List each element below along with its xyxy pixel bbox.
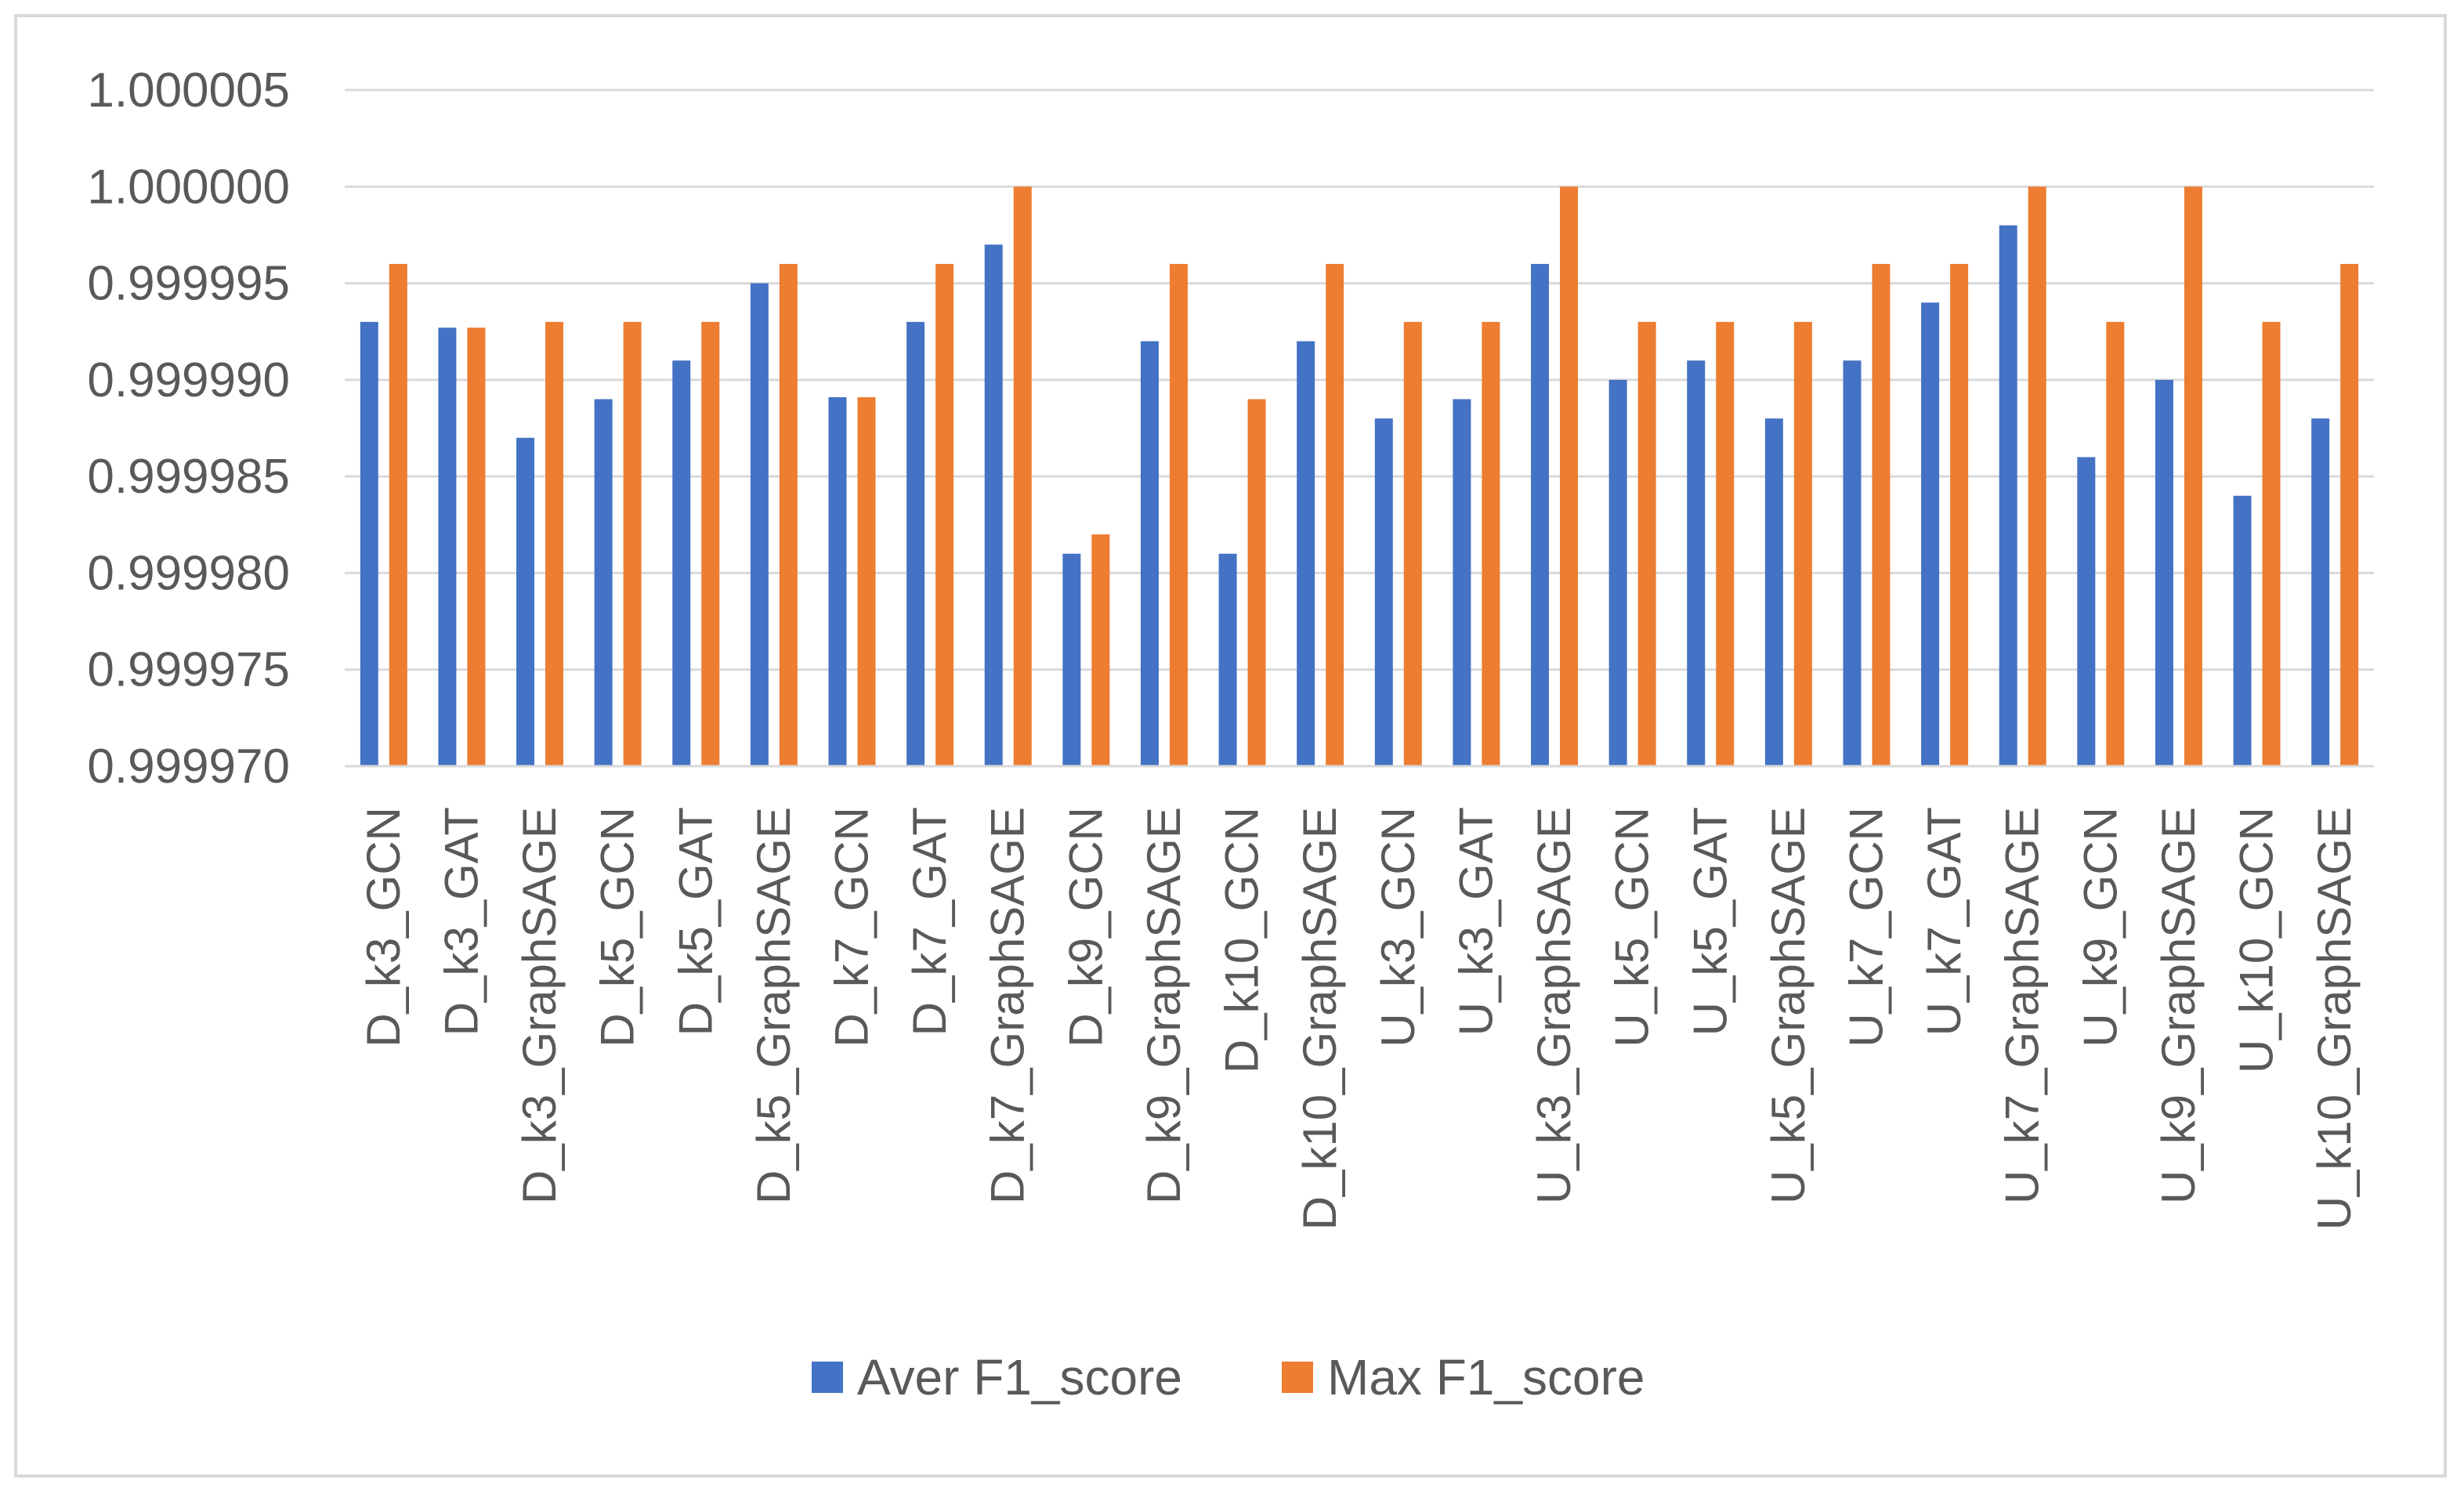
x-category-label: U_k5_GAT xyxy=(1684,807,1736,1036)
bar-aver-f1-score xyxy=(1453,399,1471,766)
x-category-label: U_k10_GraphSAGE xyxy=(2308,807,2361,1230)
bar-aver-f1-score xyxy=(1999,225,2017,767)
bar-aver-f1-score xyxy=(672,360,691,766)
y-tick-label: 0.999975 xyxy=(87,643,290,697)
y-tick-label: 0.999995 xyxy=(87,257,290,311)
bar-max-f1-score xyxy=(2106,321,2125,766)
bar-aver-f1-score xyxy=(1843,360,1862,766)
y-tick-label: 0.999990 xyxy=(87,353,290,407)
x-category-label: D_k7_GAT xyxy=(903,807,956,1036)
bar-aver-f1-score xyxy=(828,397,847,766)
bar-max-f1-score xyxy=(1716,321,1735,766)
x-category-label: D_k9_GCN xyxy=(1059,807,1112,1047)
bar-max-f1-score xyxy=(1326,263,1344,766)
y-axis-tick-labels: 0.999970 0.999975 0.999980 0.999985 0.999990… xyxy=(87,63,290,794)
x-axis-category-labels: D_k3_GCN D_k3_GAT D_k3_GraphSAGE D_k5_GCN D_… xyxy=(357,807,2361,1230)
bar-max-f1-score xyxy=(1637,321,1656,766)
bar-aver-f1-score xyxy=(1608,379,1627,766)
bar-max-f1-score xyxy=(1560,186,1579,767)
x-category-label: D_k9_GraphSAGE xyxy=(1138,807,1190,1204)
bar-aver-f1-score xyxy=(1218,553,1237,766)
bar-max-f1-score xyxy=(545,321,564,766)
bar-aver-f1-score xyxy=(516,437,535,766)
bar-aver-f1-score xyxy=(1297,341,1315,766)
bar-aver-f1-score xyxy=(984,244,1003,766)
bar-max-f1-score xyxy=(1169,263,1188,766)
bar-max-f1-score xyxy=(1247,399,1266,766)
bar-max-f1-score xyxy=(623,321,642,766)
x-category-label: U_k10_GCN xyxy=(2231,807,2283,1073)
bar-aver-f1-score xyxy=(1687,360,1706,766)
legend: Aver F1_score Max F1_score xyxy=(812,1349,1644,1405)
bar-aver-f1-score xyxy=(750,283,769,767)
x-category-label: D_k7_GraphSAGE xyxy=(982,807,1034,1204)
bar-aver-f1-score xyxy=(594,399,613,766)
bar-max-f1-score xyxy=(1872,263,1891,766)
bar-aver-f1-score xyxy=(1531,263,1550,766)
x-category-label: U_k3_GAT xyxy=(1449,807,1502,1036)
bar-max-f1-score xyxy=(701,321,720,766)
x-category-label: U_k9_GCN xyxy=(2074,807,2126,1047)
bar-max-f1-score xyxy=(1013,186,1032,767)
bar-max-f1-score xyxy=(2184,186,2202,767)
bar-max-f1-score xyxy=(2262,321,2281,766)
x-category-label: U_k3_GraphSAGE xyxy=(1528,807,1580,1204)
bar-max-f1-score xyxy=(857,397,876,766)
y-tick-label: 0.999985 xyxy=(87,450,290,504)
legend-swatch-max-f1-score xyxy=(1282,1362,1313,1393)
bar-max-f1-score xyxy=(1482,321,1500,766)
x-category-label: D_k10_GraphSAGE xyxy=(1294,807,1346,1230)
x-category-label: D_k3_GAT xyxy=(435,807,487,1036)
x-category-label: U_k7_GCN xyxy=(1840,807,1893,1047)
bar-aver-f1-score xyxy=(2155,379,2173,766)
bar-aver-f1-score xyxy=(906,321,925,766)
bar-aver-f1-score xyxy=(2233,495,2252,766)
bar-max-f1-score xyxy=(1403,321,1422,766)
bar-max-f1-score xyxy=(1091,534,1110,766)
bars xyxy=(360,186,2359,767)
bar-max-f1-score xyxy=(2340,263,2359,766)
legend-label-max-f1-score: Max F1_score xyxy=(1327,1349,1644,1405)
legend-label-aver-f1-score: Aver F1_score xyxy=(857,1349,1182,1405)
y-tick-label: 1.000000 xyxy=(87,160,290,214)
x-category-label: U_k3_GCN xyxy=(1372,807,1424,1047)
y-tick-label: 0.999980 xyxy=(87,546,290,600)
x-category-label: D_k5_GraphSAGE xyxy=(747,807,800,1204)
bar-aver-f1-score xyxy=(1921,302,1940,766)
x-category-label: D_k5_GAT xyxy=(669,807,722,1036)
bar-aver-f1-score xyxy=(1374,418,1393,766)
x-category-label: U_k5_GCN xyxy=(1606,807,1659,1047)
bar-aver-f1-score xyxy=(438,327,457,767)
bar-max-f1-score xyxy=(389,263,407,766)
x-category-label: U_k5_GraphSAGE xyxy=(1762,807,1815,1204)
bar-max-f1-score xyxy=(935,263,954,766)
bar-aver-f1-score xyxy=(1140,341,1159,766)
bar-aver-f1-score xyxy=(1764,418,1783,766)
bar-aver-f1-score xyxy=(2077,457,2096,766)
bar-max-f1-score xyxy=(2028,186,2046,767)
x-category-label: U_k9_GraphSAGE xyxy=(2152,807,2205,1204)
x-category-label: U_k7_GraphSAGE xyxy=(1996,807,2049,1204)
x-category-label: D_k10_GCN xyxy=(1216,807,1268,1073)
bar-max-f1-score xyxy=(467,327,486,767)
x-category-label: U_k7_GAT xyxy=(1918,807,1970,1036)
bar-aver-f1-score xyxy=(2311,418,2330,766)
gridlines xyxy=(345,89,2374,671)
legend-swatch-aver-f1-score xyxy=(812,1362,843,1393)
bar-aver-f1-score xyxy=(1062,553,1081,766)
bar-max-f1-score xyxy=(779,263,798,766)
x-category-label: D_k3_GraphSAGE xyxy=(513,807,566,1204)
x-category-label: D_k5_GCN xyxy=(592,807,644,1047)
y-tick-label: 1.000005 xyxy=(87,63,290,118)
bar-max-f1-score xyxy=(1793,321,1812,766)
y-tick-label: 0.999970 xyxy=(87,740,290,794)
bar-max-f1-score xyxy=(1950,263,1969,766)
x-category-label: D_k3_GCN xyxy=(357,807,410,1047)
x-category-label: D_k7_GCN xyxy=(826,807,878,1047)
bar-aver-f1-score xyxy=(360,321,378,766)
